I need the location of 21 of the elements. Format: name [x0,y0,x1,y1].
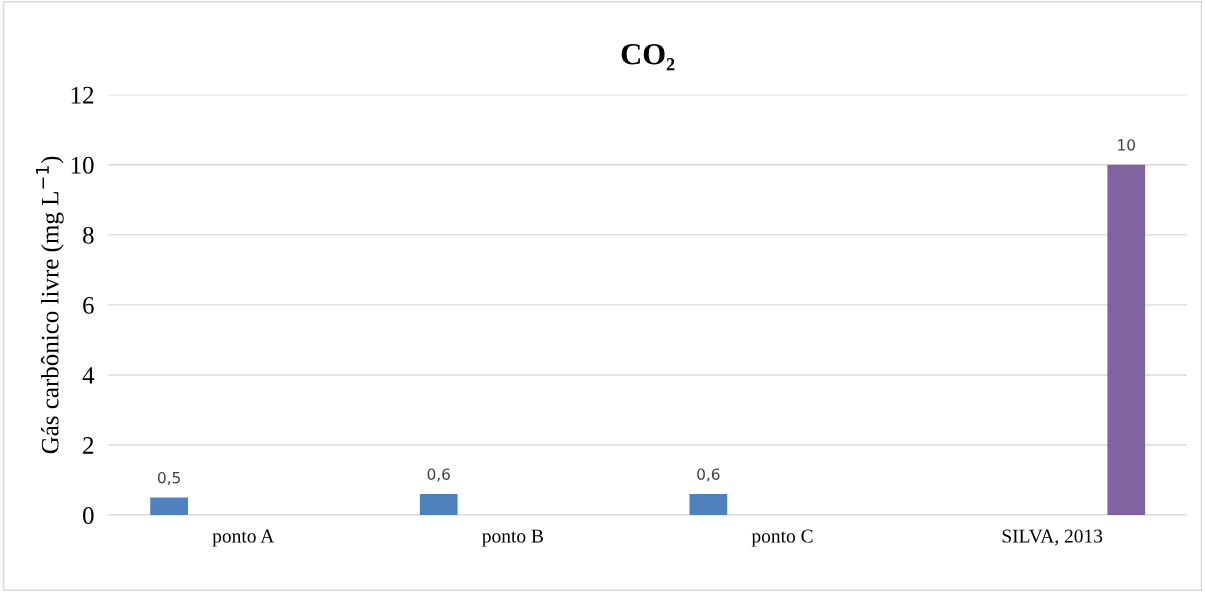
data-label: 0,6 [427,468,450,482]
y-tick-label: 0 [83,507,94,524]
x-tick-label: SILVA, 2013 [1002,529,1103,546]
data-label: 10 [1118,139,1135,151]
y-tick-label: 4 [82,367,95,384]
y-tick-label: 12 [71,86,94,104]
x-tick-label: ponto C [751,529,813,547]
bar [689,494,728,516]
bar [1107,164,1146,516]
chart-title: CO₂ [621,43,675,71]
y-axis-title: Gás carbônico livre (mg L$^{−1}$) [36,156,64,454]
y-tick-label: 8 [83,226,94,244]
x-tick-label: ponto A [212,529,275,547]
data-label: 0,6 [697,468,720,482]
y-tick-label: 6 [83,297,94,314]
bar [150,497,188,516]
x-tick-label: ponto B [482,529,543,547]
bar [419,494,458,516]
y-tick-label: 2 [83,437,94,454]
data-label: 0,5 [157,471,180,486]
y-tick-label: 10 [71,156,94,174]
